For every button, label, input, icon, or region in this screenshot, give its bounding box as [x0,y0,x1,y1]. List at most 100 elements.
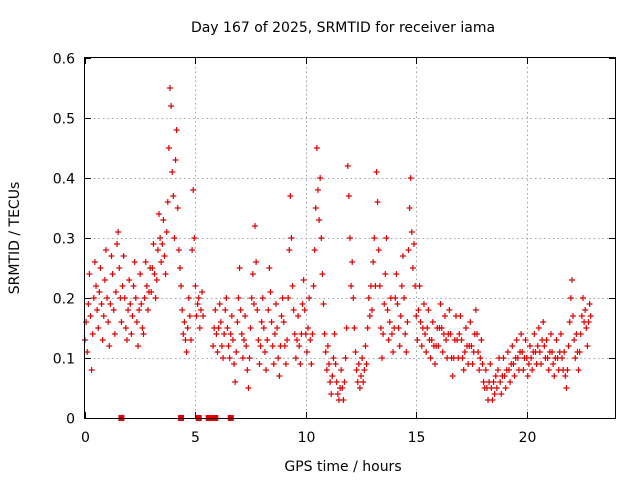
data-point [407,175,414,181]
data-point [488,385,495,391]
data-point [349,259,356,265]
data-point [278,313,285,319]
data-point [295,313,302,319]
data-point [250,301,257,307]
data-point [583,325,590,331]
data-point [265,307,272,313]
data-point [296,343,303,349]
data-point [217,319,224,325]
data-point [395,325,402,331]
data-point [439,349,446,355]
data-point [185,295,192,301]
data-point [255,337,262,343]
data-point [281,343,288,349]
data-point [565,343,572,349]
data-point [432,361,439,367]
data-point [163,229,170,235]
data-point [354,379,361,385]
data-point [299,301,306,307]
data-point [458,337,465,343]
data-point [282,361,289,367]
data-point [460,367,467,373]
data-point [550,361,557,367]
data-point [392,295,399,301]
data-point [212,307,219,313]
data-point [498,391,505,397]
data-point [462,325,469,331]
data-point [541,343,548,349]
data-point [249,271,256,277]
data-point [243,343,250,349]
data-point [494,367,501,373]
data-point [179,307,186,313]
data-point [199,289,206,295]
data-point [138,301,145,307]
data-point [136,307,143,313]
data-point [126,277,133,283]
y-tick-label: 0.5 [53,112,75,128]
data-point [585,319,592,325]
data-point [543,337,550,343]
data-point [566,319,573,325]
data-point [456,331,463,337]
data-point [181,319,188,325]
data-point [223,295,230,301]
data-point [326,361,333,367]
data-point [235,295,242,301]
data-point [111,331,118,337]
x-axis-label: GPS time / hours [284,459,401,475]
data-point [102,247,109,253]
data-point [141,295,148,301]
data-point [447,331,454,337]
data-point [180,331,187,337]
x-tick-label: 0 [81,430,90,446]
data-point [366,313,373,319]
data-point [129,313,136,319]
data-point [332,361,339,367]
data-point [376,283,383,289]
data-point [160,217,167,223]
data-point [89,331,96,337]
data-point [427,355,434,361]
data-point [97,265,104,271]
data-point [303,349,310,355]
data-point [473,331,480,337]
data-point [490,379,497,385]
data-point [327,379,334,385]
data-point [238,331,245,337]
data-point [139,325,146,331]
data-point [165,145,172,151]
data-point [356,385,363,391]
data-point [242,313,249,319]
data-point [173,127,180,133]
data-point [150,241,157,247]
data-point [256,361,263,367]
data-point [232,379,239,385]
data-point [518,331,525,337]
data-point [246,355,253,361]
data-point [322,349,329,355]
data-point [584,343,591,349]
data-point [284,337,291,343]
data-points [82,85,594,403]
data-point [504,349,511,355]
data-point [197,307,204,313]
data-point [493,385,500,391]
data-point [96,289,103,295]
data-point [161,253,168,259]
data-point [531,331,538,337]
data-point [131,259,138,265]
data-point [101,277,108,283]
x-tick-label: 5 [191,430,200,446]
y-axis-label: SRMTID / TECUs [7,182,23,295]
data-point [90,295,97,301]
data-point [564,367,571,373]
data-point [549,349,556,355]
data-point [140,331,147,337]
data-point [408,229,415,235]
x-tick-label: 20 [519,430,537,446]
data-point [334,391,341,397]
data-point [229,337,236,343]
data-point [561,349,568,355]
data-point [155,211,162,217]
